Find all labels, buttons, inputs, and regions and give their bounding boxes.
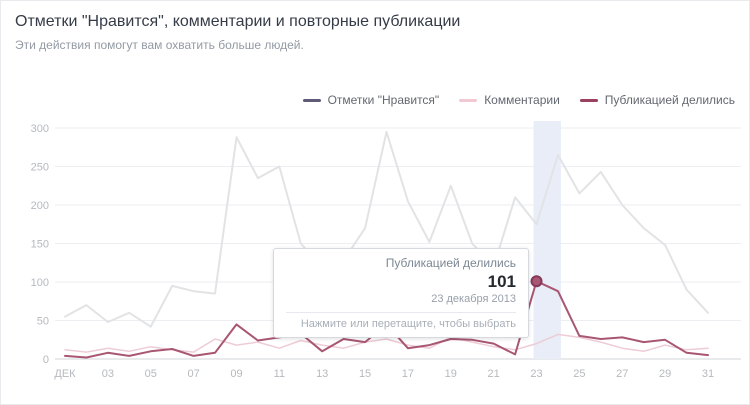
page-title: Отметки "Нравится", комментарии и повтор… <box>15 13 461 30</box>
chart-tooltip: Публикацией делились 101 23 декабря 2013… <box>273 248 529 338</box>
svg-text:27: 27 <box>616 368 628 380</box>
legend-label-comments: Комментарии <box>484 93 560 107</box>
svg-text:13: 13 <box>316 368 328 380</box>
svg-text:25: 25 <box>573 368 585 380</box>
svg-text:15: 15 <box>359 368 371 380</box>
svg-text:23: 23 <box>530 368 542 380</box>
svg-text:17: 17 <box>402 368 414 380</box>
svg-text:19: 19 <box>445 368 457 380</box>
legend-label-likes: Отметки "Нравится" <box>327 93 440 107</box>
chart-header: Отметки "Нравится", комментарии и повтор… <box>15 13 735 52</box>
svg-text:11: 11 <box>274 368 285 380</box>
svg-text:50: 50 <box>37 316 49 328</box>
svg-text:300: 300 <box>31 123 49 135</box>
svg-text:05: 05 <box>145 368 157 380</box>
svg-text:150: 150 <box>31 239 49 251</box>
tooltip-hint: Нажмите или перетащите, чтобы выбрать <box>300 318 516 330</box>
svg-text:100: 100 <box>31 277 49 289</box>
tooltip-series-label: Публикацией делились <box>385 256 516 270</box>
svg-text:07: 07 <box>187 368 199 380</box>
svg-text:0: 0 <box>43 354 49 366</box>
svg-text:21: 21 <box>488 368 500 380</box>
legend-label-shares: Публикацией делились <box>604 93 735 107</box>
tooltip-date: 23 декабря 2013 <box>286 293 516 313</box>
svg-text:31: 31 <box>702 368 714 380</box>
svg-text:200: 200 <box>31 200 49 212</box>
comments-line-swatch <box>459 98 478 102</box>
svg-text:09: 09 <box>230 368 242 380</box>
chart-legend: Отметки "Нравится" Комментарии Публикаци… <box>302 93 735 107</box>
legend-item-shares[interactable]: Публикацией делились <box>579 93 735 107</box>
page-subtitle: Эти действия помогут вам охватить больше… <box>15 38 304 52</box>
shares-line-swatch <box>579 98 598 102</box>
svg-text:250: 250 <box>31 162 49 174</box>
svg-text:ДЕК: ДЕК <box>54 368 76 380</box>
legend-item-likes[interactable]: Отметки "Нравится" <box>302 93 440 107</box>
tooltip-value: 101 <box>487 272 516 291</box>
svg-text:03: 03 <box>102 368 114 380</box>
svg-text:29: 29 <box>659 368 671 380</box>
likes-line-swatch <box>302 98 321 102</box>
legend-item-comments[interactable]: Комментарии <box>459 93 560 107</box>
